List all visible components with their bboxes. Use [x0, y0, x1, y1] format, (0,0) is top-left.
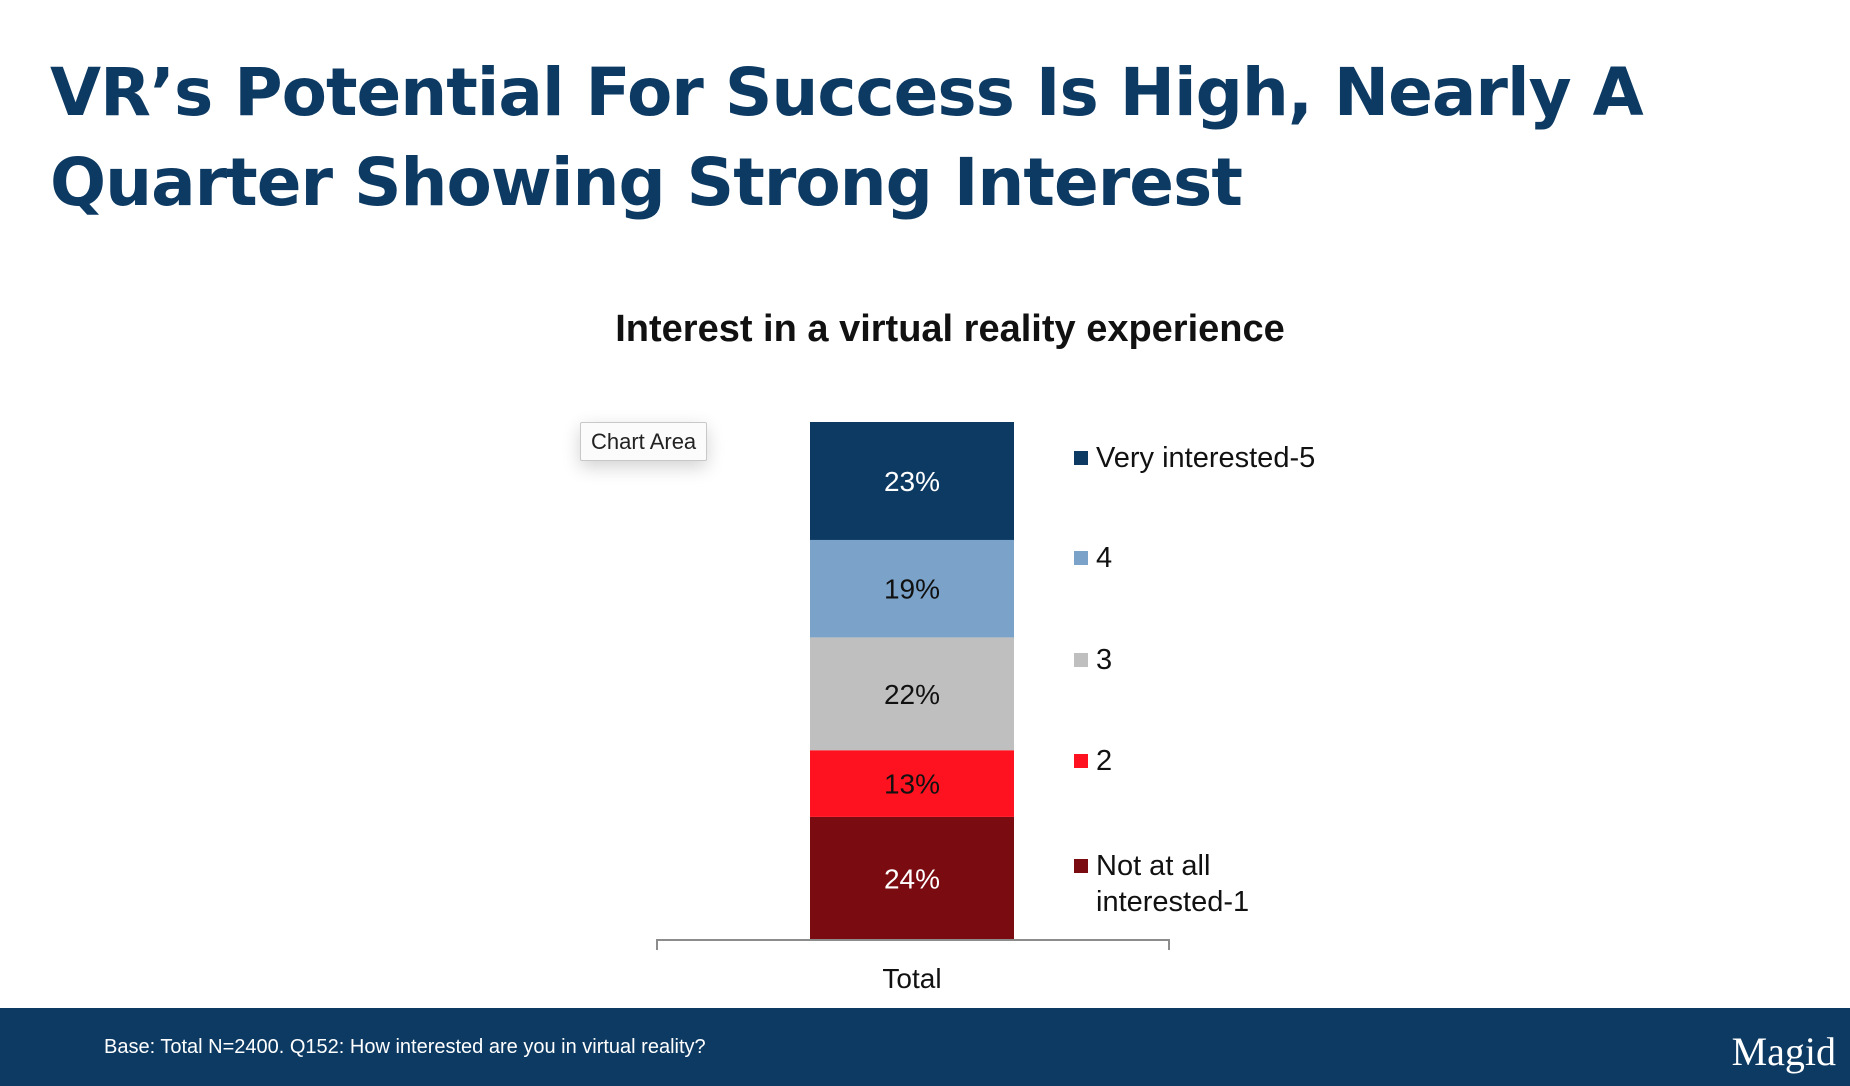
data-label-2: 13%	[884, 769, 940, 800]
magid-logo: Magid	[1731, 1029, 1836, 1074]
legend-item-not-at-all-interested-1[interactable]: Not at all interested-1	[1074, 848, 1276, 920]
legend-swatch	[1074, 754, 1088, 768]
footer-bar: Base: Total N=2400. Q152: How interested…	[0, 1008, 1850, 1086]
chart-area-tooltip: Chart Area	[580, 422, 708, 461]
bar-segment-4[interactable]	[810, 539, 1014, 638]
x-axis: Total	[656, 939, 1170, 994]
legend-item-very-interested-5[interactable]: Very interested-5	[1074, 440, 1356, 476]
x-axis-line	[656, 939, 1170, 950]
data-label-4: 19%	[884, 574, 940, 605]
legend-swatch	[1074, 551, 1088, 565]
legend-label: Not at all interested-1	[1096, 850, 1250, 918]
bar-segment-3[interactable]	[810, 637, 1014, 751]
bar-segments	[810, 422, 1014, 940]
legend-swatch	[1074, 451, 1088, 465]
bar-segment-very-interested-5[interactable]	[810, 422, 1014, 540]
legend-label: 4	[1096, 542, 1113, 574]
bar-segment-2[interactable]	[810, 750, 1014, 817]
chart-title: Interest in a virtual reality experience	[615, 308, 1285, 350]
data-label-very-interested-5: 23%	[884, 466, 940, 497]
legend-label: Very interested-5	[1096, 442, 1316, 474]
x-tick-label-total: Total	[882, 963, 941, 994]
legend-swatch	[1074, 859, 1088, 873]
data-label-not-at-all-interested-1: 24%	[884, 863, 940, 894]
legend-item-3[interactable]: 3	[1074, 642, 1356, 678]
legend-label: 3	[1096, 644, 1113, 676]
legend-swatch	[1074, 653, 1088, 667]
bar-segment-not-at-all-interested-1[interactable]	[810, 816, 1014, 940]
data-labels: 24% 13% 22% 19% 23%	[884, 466, 940, 894]
slide-title: VR’s Potential For Success Is High, Near…	[50, 54, 1644, 221]
data-label-3: 22%	[884, 679, 940, 710]
stacked-bar-chart[interactable]: 24% 13% 22% 19% 23% Total	[0, 0, 1850, 1008]
legend-label: 2	[1096, 745, 1113, 777]
legend-item-2[interactable]: 2	[1074, 743, 1356, 779]
legend-item-4[interactable]: 4	[1074, 540, 1356, 576]
footer-source-note: Base: Total N=2400. Q152: How interested…	[104, 1036, 706, 1058]
